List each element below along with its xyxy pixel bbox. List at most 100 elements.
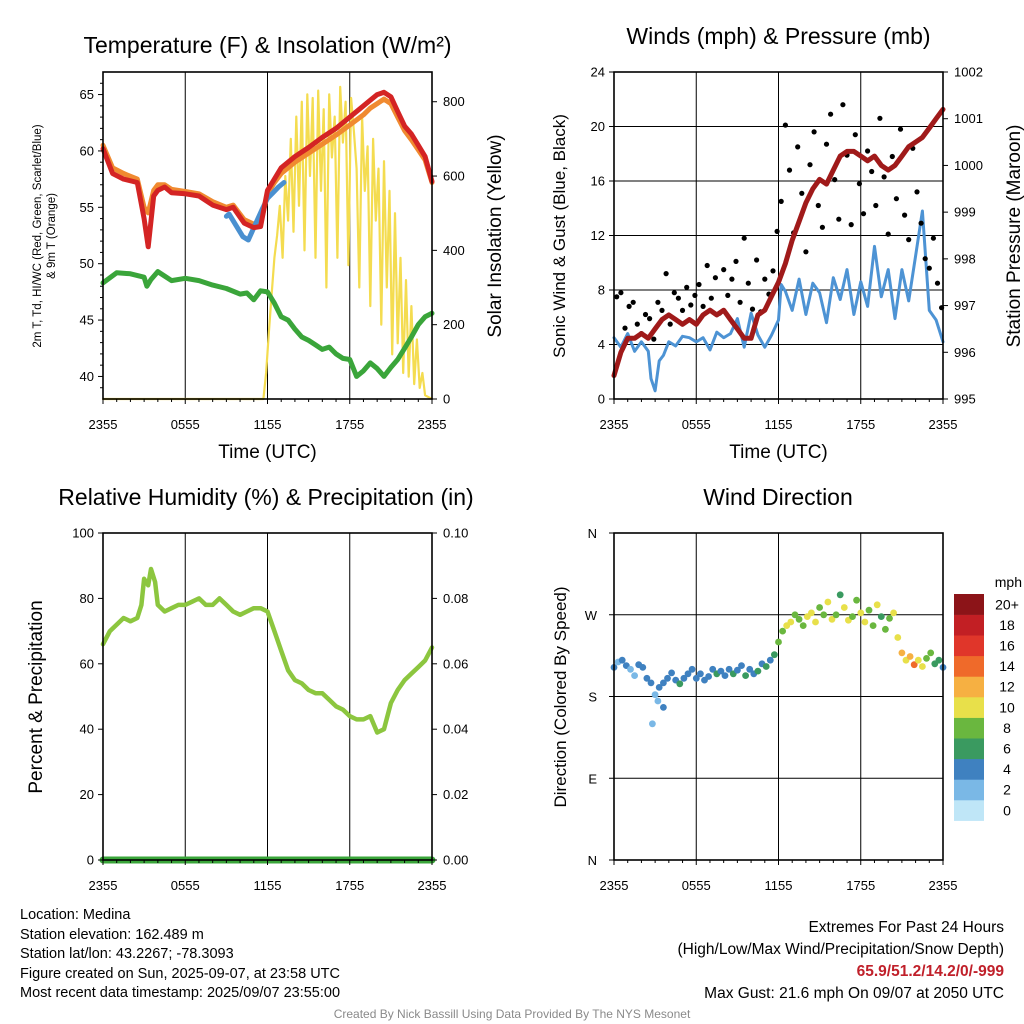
gust-point bbox=[671, 290, 677, 296]
colorbar-label: 18 bbox=[999, 617, 1015, 633]
direction-point bbox=[832, 611, 840, 619]
gust-point bbox=[786, 167, 793, 173]
right-y-tick-label: 1002 bbox=[954, 65, 983, 80]
direction-point bbox=[906, 653, 914, 660]
series-line-2m-td bbox=[100, 269, 435, 379]
humidity-precipitation-panel: 2355 0555 1155 1755 2355 0 20 40 60 80 100 0.00 0.02… bbox=[26, 484, 474, 893]
direction-point bbox=[795, 615, 803, 623]
direction-point bbox=[668, 669, 675, 677]
x-tick-label: 0555 bbox=[682, 878, 711, 893]
x-tick-label: 2355 bbox=[600, 417, 629, 432]
x-tick-label: 1755 bbox=[335, 878, 364, 893]
direction-point bbox=[840, 604, 848, 611]
x-tick-label: 1155 bbox=[765, 878, 793, 893]
direction-point bbox=[754, 667, 762, 675]
gust-point bbox=[745, 280, 751, 286]
direction-point bbox=[914, 656, 922, 664]
station-info: Location: Medina Station elevation: 162.… bbox=[20, 906, 340, 1004]
gust-point bbox=[803, 249, 809, 255]
direction-point bbox=[828, 615, 836, 623]
direction-point bbox=[660, 679, 667, 687]
colorbar-swatch bbox=[954, 800, 984, 821]
max-gust: Max Gust: 21.6 mph On 09/07 at 2050 UTC bbox=[704, 985, 1004, 1002]
left-y-tick-label: N bbox=[588, 853, 597, 868]
extremes-values: 65.9/51.2/14.2/0/-999 bbox=[856, 963, 1004, 980]
gust-point bbox=[914, 189, 920, 195]
gust-point bbox=[729, 276, 735, 282]
gust-point bbox=[799, 190, 805, 196]
chart-title: Wind Direction bbox=[703, 484, 853, 510]
direction-point bbox=[684, 670, 692, 678]
direction-point bbox=[734, 666, 741, 674]
gust-point bbox=[922, 256, 928, 262]
colorbar-swatch bbox=[954, 594, 984, 615]
y-axis-label: Sonic Wind & Gust (Blue, Black) bbox=[550, 114, 569, 358]
x-tick-label: 1155 bbox=[765, 417, 793, 432]
direction-point bbox=[861, 618, 869, 626]
direction-point bbox=[812, 618, 819, 626]
gust-point bbox=[667, 321, 673, 327]
gust-point bbox=[778, 198, 784, 204]
left-y-tick-label: E bbox=[588, 771, 597, 786]
left-y-tick-label: 12 bbox=[591, 228, 605, 243]
figure-created: Figure created on Sun, 2025-09-07, at 23… bbox=[20, 965, 340, 982]
left-y-tick-label: 55 bbox=[80, 200, 94, 215]
recent-timestamp: Most recent data timestamp: 2025/09/07 2… bbox=[20, 985, 341, 1001]
direction-point bbox=[894, 634, 902, 641]
direction-point bbox=[849, 613, 856, 620]
colorbar-swatch bbox=[954, 779, 984, 801]
colorbar-label: 14 bbox=[999, 658, 1015, 674]
gust-point bbox=[902, 212, 908, 218]
x-tick-label: 2355 bbox=[89, 417, 118, 432]
gust-point bbox=[811, 129, 817, 135]
gust-point bbox=[795, 144, 801, 150]
y-axis-label-line-2: & 9m T (Orange) bbox=[46, 193, 58, 279]
gust-point bbox=[934, 280, 941, 286]
gust-point bbox=[663, 271, 669, 277]
direction-point bbox=[709, 665, 717, 673]
direction-point bbox=[664, 674, 671, 682]
gust-point bbox=[807, 162, 813, 168]
direction-point bbox=[647, 679, 655, 687]
chart-title: Relative Humidity (%) & Precipitation (i… bbox=[58, 484, 473, 510]
direction-point bbox=[692, 674, 700, 682]
x-tick-label: 1755 bbox=[846, 878, 875, 893]
direction-point bbox=[799, 622, 807, 629]
gust-point bbox=[749, 306, 756, 312]
gust-point bbox=[848, 222, 854, 228]
left-y-tick-label: 40 bbox=[80, 369, 94, 384]
gust-point bbox=[754, 257, 760, 263]
colorbar-swatch bbox=[954, 697, 984, 718]
gust-point bbox=[708, 295, 714, 301]
left-y-tick-label: 100 bbox=[72, 526, 94, 541]
gust-point bbox=[840, 102, 846, 108]
gust-point bbox=[893, 196, 900, 202]
gust-point bbox=[819, 224, 826, 230]
gust-point bbox=[655, 299, 661, 305]
direction-point bbox=[853, 596, 860, 604]
series-line-relative-humidity bbox=[100, 566, 435, 735]
x-tick-label: 0555 bbox=[171, 878, 200, 893]
direction-point bbox=[762, 663, 770, 670]
extremes-heading: Extremes For Past 24 Hours bbox=[808, 919, 1004, 936]
x-tick-label: 2355 bbox=[929, 878, 958, 893]
left-y-tick-label: 24 bbox=[591, 65, 605, 80]
x-axis-label: Time (UTC) bbox=[218, 442, 317, 463]
colorbar-label: 0 bbox=[1003, 802, 1011, 818]
right-y-tick-label: 0 bbox=[443, 392, 450, 407]
right-y-tick-label: 1000 bbox=[954, 158, 983, 173]
direction-point bbox=[717, 667, 725, 675]
right-y-tick-label: 400 bbox=[443, 243, 465, 258]
direction-point bbox=[816, 604, 823, 611]
colorbar-swatch bbox=[954, 655, 984, 677]
direction-point bbox=[721, 672, 729, 679]
gust-point bbox=[856, 181, 863, 187]
gust-point bbox=[688, 302, 694, 308]
gust-point bbox=[877, 115, 883, 121]
gust-point bbox=[741, 235, 747, 241]
right-y-tick-label: 800 bbox=[443, 94, 465, 109]
direction-point bbox=[775, 638, 782, 646]
direction-point bbox=[651, 691, 659, 699]
gust-point bbox=[626, 303, 632, 309]
